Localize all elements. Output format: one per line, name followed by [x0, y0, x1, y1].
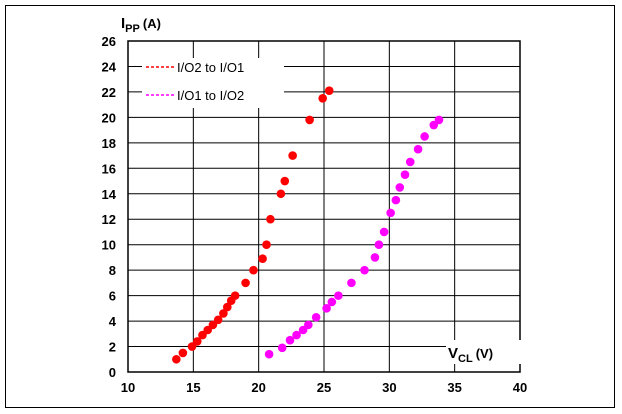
data-point-series-2: [347, 278, 356, 288]
legend: I/O2 to I/O1 I/O1 to I/O2: [142, 58, 284, 108]
x-tick-label: 10: [121, 380, 135, 395]
legend-label-series-1: I/O2 to I/O1: [177, 60, 244, 75]
x-axis-label-backing: [446, 340, 524, 364]
data-points: [172, 86, 444, 364]
x-tick-label: 40: [513, 380, 527, 395]
y-tick-label: 8: [109, 263, 116, 278]
data-point-series-1: [262, 240, 271, 249]
x-axis-label-unit: (V): [476, 346, 493, 361]
y-axis-label: IPP (A): [121, 15, 161, 35]
y-tick-label: 10: [102, 238, 116, 253]
data-point-series-1: [172, 354, 181, 364]
y-tick-label: 20: [102, 110, 116, 125]
x-tick-label: 15: [186, 380, 200, 395]
data-point-series-1: [280, 176, 290, 186]
data-point-series-2: [395, 183, 405, 192]
y-tick-label: 0: [109, 365, 116, 380]
data-point-series-1: [241, 278, 250, 288]
y-axis-label-unit: (A): [143, 16, 161, 31]
data-point-series-1: [219, 309, 228, 318]
data-point-series-2: [413, 144, 423, 154]
data-point-series-2: [434, 115, 444, 125]
legend-backing: [142, 58, 284, 108]
data-point-series-1: [178, 348, 188, 358]
data-point-series-2: [379, 227, 389, 237]
data-point-series-1: [223, 302, 232, 312]
y-axis-label-main: I: [121, 15, 125, 32]
y-tick-label: 24: [102, 59, 117, 74]
y-tick-label: 2: [109, 340, 116, 355]
x-tick-label: 25: [317, 380, 331, 395]
y-tick-label: 14: [102, 187, 117, 202]
data-point-series-1: [230, 291, 240, 300]
y-tick-label: 18: [102, 136, 116, 151]
data-point-series-2: [370, 253, 380, 262]
data-point-series-2: [322, 304, 331, 313]
chart-frame: [5, 5, 615, 408]
plot-border: [127, 40, 521, 373]
data-point-series-2: [304, 320, 313, 330]
x-axis-label-main: V: [448, 345, 458, 362]
y-tick-label: 22: [102, 85, 116, 100]
data-point-series-1: [324, 86, 334, 95]
data-point-series-2: [374, 240, 384, 249]
data-point-series-1: [213, 315, 223, 325]
data-point-series-1: [266, 214, 275, 224]
data-point-series-2: [386, 208, 395, 218]
data-point-series-2: [360, 265, 369, 275]
data-point-series-1: [276, 189, 286, 199]
y-axis-label-sub: PP: [125, 23, 140, 35]
data-point-series-1: [305, 115, 314, 125]
y-tick-label: 16: [102, 161, 116, 176]
data-point-series-2: [264, 349, 274, 359]
data-point-series-2: [400, 170, 410, 179]
data-point-series-2: [285, 335, 295, 345]
data-point-series-2: [292, 330, 301, 340]
y-tick-label: 6: [109, 289, 116, 304]
x-axis-label-sub: CL: [458, 353, 473, 365]
legend-label-series-2: I/O1 to I/O2: [177, 88, 244, 103]
data-point-series-2: [311, 312, 321, 322]
data-point-series-2: [420, 132, 429, 141]
x-tick-label: 35: [447, 380, 461, 395]
y-tick-label: 12: [102, 212, 116, 227]
x-axis-label: VCL (V): [448, 345, 493, 365]
x-tick-label: 20: [251, 380, 265, 395]
data-point-series-2: [334, 291, 343, 300]
data-point-series-1: [258, 254, 267, 263]
data-point-series-2: [327, 297, 337, 307]
x-tick-label: 30: [382, 380, 396, 395]
data-point-series-2: [391, 195, 401, 205]
data-point-series-1: [288, 151, 297, 160]
data-point-series-2: [405, 157, 415, 167]
data-point-series-1: [318, 93, 327, 103]
data-point-series-2: [277, 343, 287, 353]
data-point-series-1: [192, 337, 202, 346]
data-point-series-1: [249, 265, 258, 275]
y-tick-label: 4: [109, 314, 117, 329]
y-tick-label: 26: [102, 34, 116, 49]
